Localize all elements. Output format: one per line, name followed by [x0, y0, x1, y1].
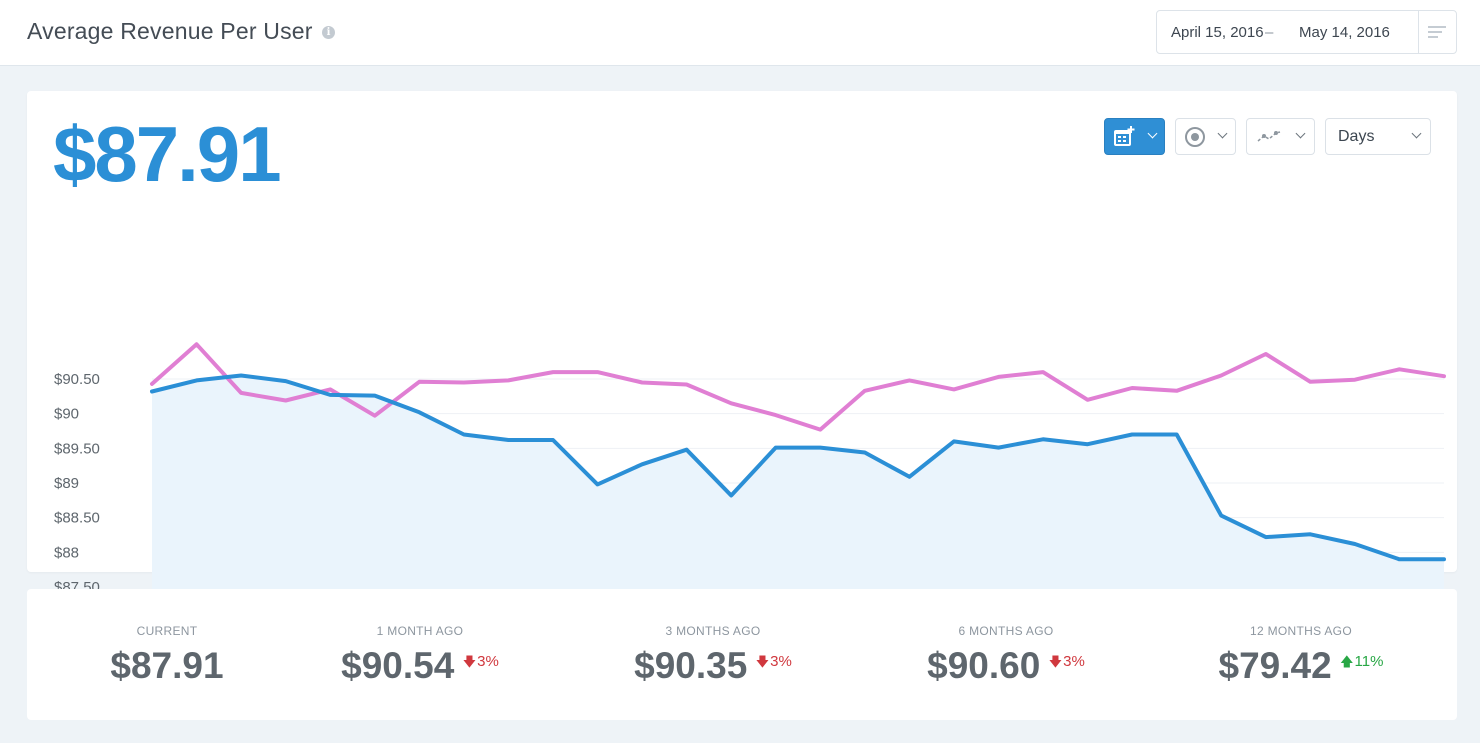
- series-area: [152, 375, 1444, 601]
- chevron-down-icon: [1217, 128, 1228, 139]
- primary-series-line: [150, 373, 1446, 562]
- chart-type-dropdown[interactable]: [1104, 118, 1165, 155]
- stat-change: 🡅11%: [1340, 653, 1384, 670]
- chevron-down-icon: [1147, 128, 1158, 139]
- stat-change: 🡇3%: [755, 653, 792, 670]
- interval-select[interactable]: Days: [1325, 118, 1431, 155]
- arrow-down-icon: 🡇: [1048, 654, 1063, 669]
- y-tick-label: $90.50: [54, 371, 100, 388]
- stat-label: 6 MONTHS AGO: [958, 624, 1054, 638]
- current-value: $87.91: [53, 110, 282, 198]
- stat-value: $90.35: [634, 645, 748, 686]
- y-tick-label: $89: [54, 475, 79, 492]
- chevron-down-icon: [1295, 128, 1306, 139]
- date-divider: [1418, 11, 1419, 53]
- interval-label: Days: [1338, 128, 1375, 145]
- trendline-icon: [1257, 131, 1281, 142]
- trendline-dropdown[interactable]: [1246, 118, 1315, 155]
- chevron-down-icon: [1411, 128, 1422, 139]
- date-start: April 15, 2016: [1171, 24, 1264, 41]
- stat-value: $90.54: [341, 645, 455, 686]
- stat-value: $87.91: [110, 645, 224, 686]
- page-title: Average Revenue Per User: [27, 18, 313, 44]
- stat-label: 1 MONTH AGO: [376, 624, 464, 638]
- arrow-up-icon: 🡅: [1340, 654, 1354, 669]
- stat-label: 3 MONTHS AGO: [665, 624, 761, 638]
- calendar-add-icon: [1114, 126, 1135, 146]
- stat-label: CURRENT: [136, 624, 198, 638]
- comparison-series-line: [150, 342, 1446, 432]
- stat-change: 🡇3%: [462, 653, 499, 670]
- arrow-down-icon: 🡇: [755, 654, 770, 669]
- y-tick-label: $88.50: [54, 510, 100, 527]
- info-icon[interactable]: i: [322, 26, 335, 39]
- date-end: May 14, 2016: [1299, 24, 1390, 41]
- top-bar: Average Revenue Per User i April 15, 201…: [0, 0, 1480, 66]
- y-tick-label: $89.50: [54, 440, 100, 457]
- y-tick-label: $90: [54, 406, 79, 423]
- chart-card: $87.91 Days $87.50 $88 $88: [27, 91, 1457, 640]
- stat-change: 🡇3%: [1048, 653, 1085, 670]
- stat-value: $79.42: [1218, 645, 1332, 686]
- goal-dropdown[interactable]: [1175, 118, 1236, 155]
- target-icon: [1185, 127, 1205, 147]
- filter-lines-icon[interactable]: [1428, 26, 1446, 38]
- comparison-stats-card: CURRENT $87.91 1 MONTH AGO $90.54 🡇3% 3 …: [27, 589, 1457, 720]
- date-dash: –: [1265, 24, 1274, 41]
- arrow-down-icon: 🡇: [462, 654, 477, 669]
- stat-value: $90.60: [927, 645, 1041, 686]
- stat-label: 12 MONTHS AGO: [1250, 624, 1352, 638]
- date-range-picker[interactable]: April 15, 2016 – May 14, 2016: [1156, 10, 1457, 54]
- y-tick-label: $88: [54, 544, 79, 561]
